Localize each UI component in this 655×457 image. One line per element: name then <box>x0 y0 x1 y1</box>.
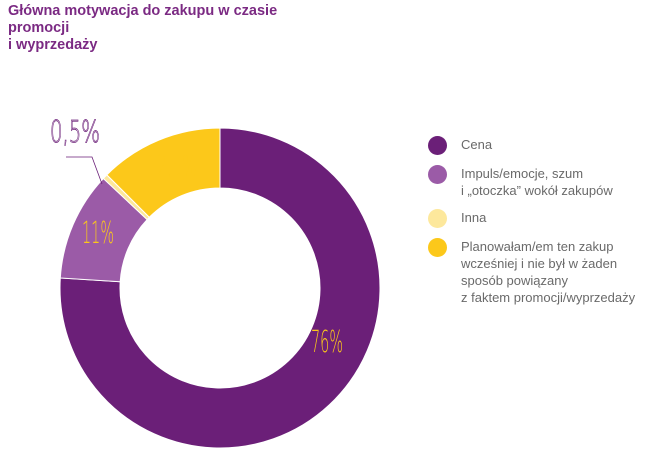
legend-label: Impuls/emocje, szum i „otoczka” wokół za… <box>461 166 613 198</box>
data-label: 12,5% <box>147 149 197 184</box>
legend-swatch <box>428 238 447 257</box>
donut-slice <box>59 127 381 449</box>
data-label: 76% <box>311 325 343 360</box>
legend-label: Cena <box>461 137 493 152</box>
legend-item: Cena <box>428 136 635 155</box>
data-label: 11% <box>82 216 114 251</box>
legend-swatch <box>428 165 447 184</box>
legend-label: Planowałam/em ten zakup wcześniej i nie … <box>461 239 636 305</box>
legend-swatch <box>428 209 447 228</box>
chart-title: Główna motywacja do zakupu w czasie prom… <box>8 3 278 53</box>
legend-item: Planowałam/em ten zakup wcześniej i nie … <box>428 238 635 306</box>
donut-slice <box>106 127 221 218</box>
legend-swatch <box>428 136 447 155</box>
leader-line <box>66 156 103 185</box>
legend: Cena Impuls/emocje, szum i „otoczka” wokó… <box>428 136 635 316</box>
data-label: 0,5% <box>50 115 100 150</box>
legend-item: Inna <box>428 209 635 228</box>
legend-label: Inna <box>461 210 487 225</box>
legend-item: Impuls/emocje, szum i „otoczka” wokół za… <box>428 165 635 199</box>
